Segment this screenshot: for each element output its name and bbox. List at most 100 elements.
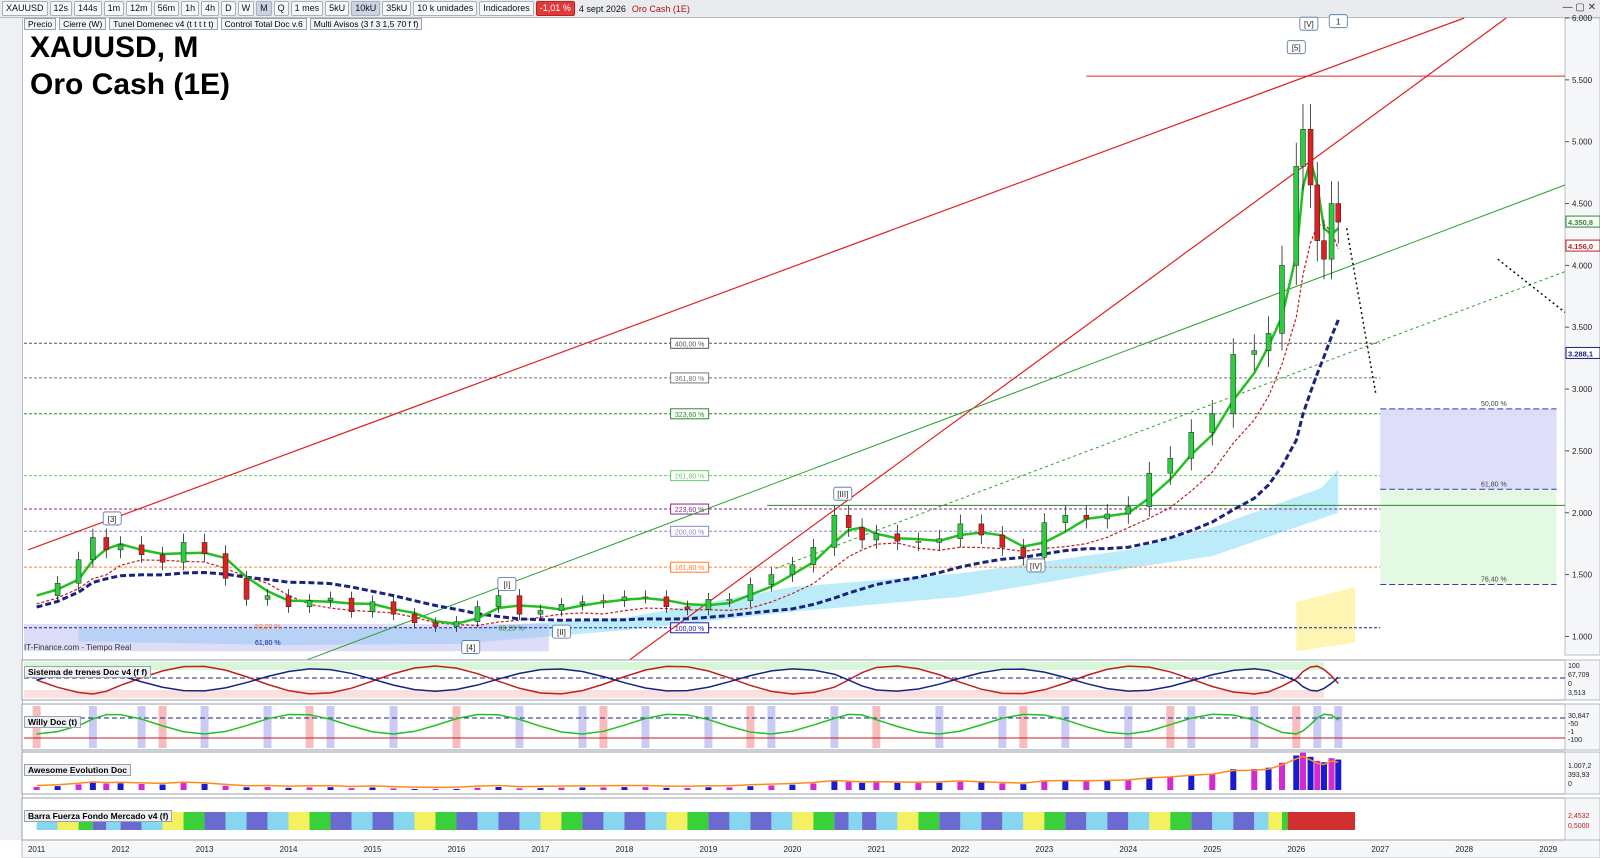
willy-bar: [641, 706, 649, 748]
willy-bar: [704, 706, 712, 748]
awesome-bar: [957, 782, 963, 790]
barra-segment: [289, 812, 310, 830]
awesome-bar: [202, 784, 208, 790]
candle-body: [1266, 333, 1271, 350]
awesome-bar: [244, 787, 250, 790]
awesome-bar: [1020, 784, 1026, 790]
awesome-bar: [1104, 781, 1110, 790]
x-tick-label: 2020: [784, 845, 802, 854]
awesome-bar: [516, 788, 522, 790]
retrace-box-upper: [1380, 409, 1556, 489]
wave-marker-label: [III]: [837, 490, 848, 499]
fib-label: 223,60 %: [675, 507, 705, 514]
candle-body: [391, 602, 396, 614]
barra-segment: [226, 812, 247, 830]
barra-segment: [1233, 812, 1254, 830]
willy-bar: [89, 706, 97, 748]
barra-segment: [645, 812, 666, 830]
awesome-bar: [600, 787, 606, 790]
awesome-bar: [223, 786, 229, 790]
willy-bar: [935, 706, 943, 748]
awesome-bar: [621, 787, 627, 790]
willy-bar: [327, 706, 335, 748]
candle-body: [685, 607, 690, 609]
x-tick-label: 2025: [1203, 845, 1221, 854]
barra-segment: [624, 812, 645, 830]
fib-label: 361,80 %: [675, 376, 705, 383]
candle-body: [1084, 515, 1089, 519]
x-tick-label: 2017: [532, 845, 550, 854]
awesome-bar: [1167, 777, 1173, 790]
candle-body: [580, 602, 585, 604]
y-tick-label: 4.500: [1572, 200, 1593, 209]
barra-segment: [373, 812, 394, 830]
x-tick-label: 2026: [1287, 845, 1305, 854]
x-tick-label: 2016: [448, 845, 466, 854]
willy-axis-label: -50: [1568, 721, 1578, 728]
panel-title-barra: Barra Fuerza Fondo Mercado v4 (f): [24, 810, 172, 822]
awesome-bar: [307, 787, 313, 790]
candle-body: [559, 604, 564, 610]
willy-bar: [390, 706, 398, 748]
barra-segment: [184, 812, 205, 830]
awesome-bar: [1266, 768, 1272, 790]
y-tick-label: 2.500: [1572, 447, 1593, 456]
willy-bar: [1166, 706, 1174, 748]
fib-label: 200,00 %: [675, 529, 705, 536]
willy-bar: [264, 706, 272, 748]
wave-marker-label: [IV]: [1030, 562, 1042, 571]
x-tick-label: 2015: [364, 845, 382, 854]
fib-label: 261,80 %: [675, 474, 705, 481]
awesome-bar: [1083, 781, 1089, 790]
awesome-bar: [1335, 760, 1341, 790]
awesome-bar: [1300, 753, 1306, 790]
barra-segment: [862, 812, 876, 830]
candle-body: [76, 560, 81, 584]
trenes-axis-label: 67,709: [1568, 672, 1590, 679]
candle-body: [433, 623, 438, 627]
barra-segment: [352, 812, 373, 830]
candle-body: [181, 542, 186, 562]
awesome-bar: [684, 788, 690, 790]
willy-axis-label: -100: [1568, 737, 1582, 744]
y-tick-label: 4.000: [1572, 261, 1593, 270]
panel-title-trenes: Sistema de trenes Doc v4 (f f): [24, 666, 151, 678]
candle-body: [643, 597, 648, 598]
retrace-label: 76,40 %: [1481, 576, 1507, 583]
awesome-bar: [873, 782, 879, 790]
awesome-bar: [747, 786, 753, 790]
barra-segment: [1269, 812, 1282, 830]
candle-body: [1336, 204, 1341, 223]
price-tag: 3.288,1: [1568, 349, 1593, 358]
awesome-bar: [411, 789, 417, 790]
candle-body: [664, 597, 669, 607]
candle-body: [748, 584, 753, 600]
candle-body: [1294, 166, 1299, 265]
willy-bar: [578, 706, 586, 748]
y-tick-label: 5.500: [1572, 76, 1593, 85]
awesome-axis-label: 0: [1568, 781, 1572, 788]
awesome-bar: [831, 781, 837, 790]
y-tick-label: 1.500: [1572, 571, 1593, 580]
projection-arrow-2: [1498, 259, 1565, 312]
x-tick-label: 2013: [196, 845, 214, 854]
awesome-bar: [1230, 769, 1236, 790]
candle-body: [307, 601, 312, 607]
candle-body: [370, 602, 375, 612]
panel-title-willy: Willy Doc (t): [24, 716, 81, 728]
candle-body: [412, 614, 417, 623]
wave-marker-label: [I]: [504, 580, 511, 589]
awesome-bar: [495, 787, 501, 790]
willy-bar: [767, 706, 775, 748]
x-tick-label: 2028: [1455, 845, 1473, 854]
awesome-bar: [160, 785, 166, 790]
awesome-bar: [1209, 774, 1215, 790]
candle-body: [1321, 241, 1326, 260]
awesome-bar: [103, 784, 109, 790]
awesome-bar: [894, 783, 900, 790]
awesome-axis-label: 1.007,2: [1568, 763, 1591, 770]
willy-bar: [1250, 706, 1258, 748]
wave-marker-label: [5]: [1292, 44, 1301, 53]
barra-segment: [981, 812, 1002, 830]
